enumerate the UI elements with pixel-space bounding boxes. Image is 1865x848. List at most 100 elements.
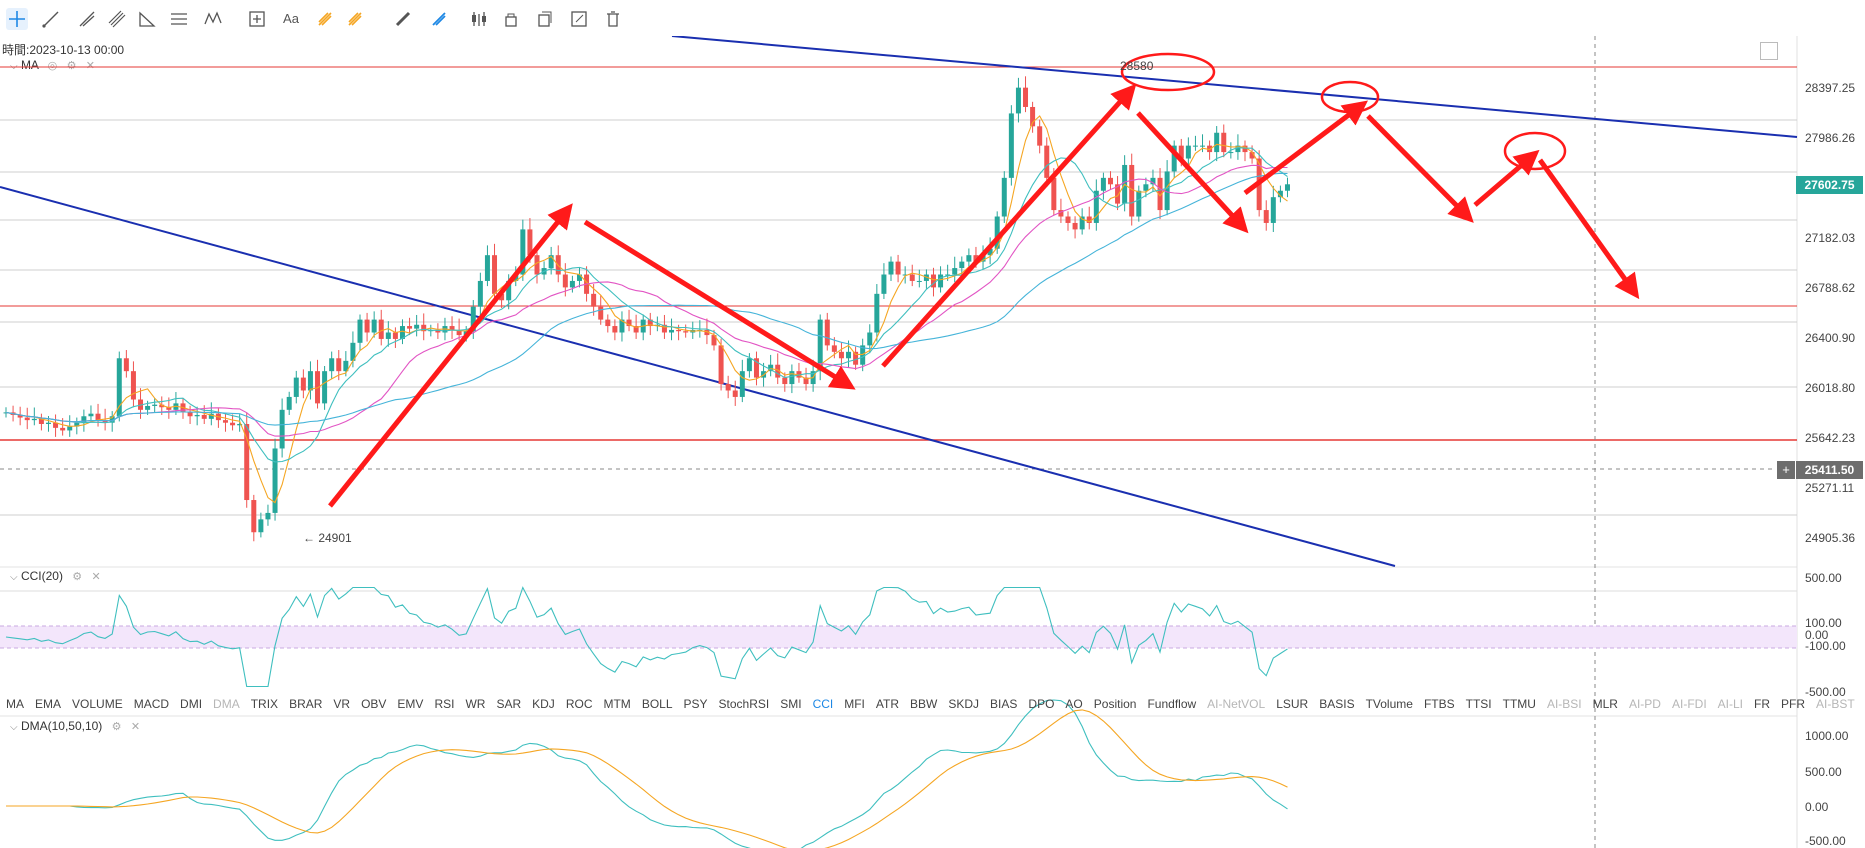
expand-icon[interactable] xyxy=(1760,42,1778,60)
indicator-tab-stochrsi[interactable]: StochRSI xyxy=(718,697,770,711)
indicator-tab-atr[interactable]: ATR xyxy=(875,697,900,711)
candle-body xyxy=(38,418,44,424)
candle-body xyxy=(1171,145,1177,172)
indicator-tab-cci[interactable]: CCI xyxy=(812,697,834,711)
indicator-tab-position[interactable]: Position xyxy=(1093,697,1137,711)
highlight-ellipse[interactable] xyxy=(1320,80,1380,114)
candles-icon[interactable] xyxy=(468,8,490,30)
close-icon[interactable]: ✕ xyxy=(85,60,96,72)
close-icon[interactable]: ✕ xyxy=(91,571,101,583)
indicator-tab-basis[interactable]: BASIS xyxy=(1319,697,1355,711)
upper-trendline[interactable] xyxy=(671,36,1798,138)
indicator-tab-ao[interactable]: AO xyxy=(1065,697,1083,711)
indicator-tab-ai-fdi[interactable]: AI-FDI xyxy=(1671,697,1707,711)
chevron-down-icon[interactable]: ⌵ xyxy=(10,722,18,733)
parallel-channel-icon[interactable] xyxy=(106,8,128,30)
indicator-tab-roc[interactable]: ROC xyxy=(565,697,593,711)
indicator-tab-ai-netvol[interactable]: AI-NetVOL xyxy=(1207,697,1266,711)
edit-icon[interactable] xyxy=(568,8,590,30)
ama-line xyxy=(6,709,1288,848)
indicator-tab-kdj[interactable]: KDJ xyxy=(532,697,555,711)
trend-arrow[interactable] xyxy=(1136,111,1249,234)
indicator-tab-brar[interactable]: BRAR xyxy=(289,697,323,711)
indicator-tab-ai-pd[interactable]: AI-PD xyxy=(1628,697,1661,711)
measure-icon[interactable] xyxy=(246,8,268,30)
indicator-tab-bias[interactable]: BIAS xyxy=(990,697,1018,711)
crosshair-icon[interactable] xyxy=(6,8,28,30)
indicator-tab-macd[interactable]: MACD xyxy=(133,697,170,711)
indicator-tab-wr[interactable]: WR xyxy=(465,697,486,711)
settings-icon[interactable]: ⚙ xyxy=(111,721,122,733)
add-alert-icon[interactable]: + xyxy=(1777,461,1795,479)
lock-icon[interactable] xyxy=(500,8,522,30)
indicator-tab-trix[interactable]: TRIX xyxy=(250,697,279,711)
indicator-tab-boll[interactable]: BOLL xyxy=(641,697,673,711)
indicator-tab-pfr[interactable]: PFR xyxy=(1781,697,1805,711)
indicator-tab-dpo[interactable]: DPO xyxy=(1028,697,1055,711)
candle-body xyxy=(895,261,901,275)
trend-arrow[interactable] xyxy=(1537,158,1640,300)
ruler-icon[interactable] xyxy=(392,8,414,30)
indicator-tab-volume[interactable]: VOLUME xyxy=(72,697,123,711)
trend-arrow[interactable] xyxy=(583,219,856,390)
indicator-tab-dmi[interactable]: DMI xyxy=(180,697,203,711)
chevron-down-icon[interactable]: ⌵ xyxy=(10,572,18,583)
indicator-tab-bbw[interactable]: BBW xyxy=(910,697,938,711)
trend-arrow[interactable] xyxy=(881,83,1137,368)
close-icon[interactable]: ✕ xyxy=(130,721,141,733)
candle-body xyxy=(293,377,299,397)
descending-trendline[interactable] xyxy=(0,186,1396,567)
indicator-tab-mtm[interactable]: MTM xyxy=(603,697,631,711)
indicator-tab-rsi[interactable]: RSI xyxy=(434,697,455,711)
indicator-tab-fundflow[interactable]: Fundflow xyxy=(1147,697,1197,711)
indicator-tab-dma[interactable]: DMA xyxy=(213,697,240,711)
ma5-line xyxy=(5,115,1288,504)
indicator-tab-ftbs[interactable]: FTBS xyxy=(1423,697,1455,711)
indicator-tab-ai-li[interactable]: AI-LI xyxy=(1717,697,1743,711)
trash-icon[interactable] xyxy=(602,8,624,30)
fib-retracement-icon[interactable] xyxy=(168,8,190,30)
visibility-icon[interactable]: ◎ xyxy=(47,60,58,72)
highlight-ellipse[interactable] xyxy=(1120,52,1216,92)
candle-body xyxy=(414,324,420,329)
price-chart[interactable]: 28580 ← 24901 28397.25 27986.26 27182.03 2678… xyxy=(0,36,1865,848)
indicator-tab-psy[interactable]: PSY xyxy=(683,697,708,711)
pencil-icon[interactable] xyxy=(428,8,450,30)
indicator-tab-vr[interactable]: VR xyxy=(333,697,351,711)
candle-body xyxy=(796,371,802,378)
indicator-tab-tvolume[interactable]: TVolume xyxy=(1365,697,1413,711)
copy-icon[interactable] xyxy=(534,8,556,30)
cci-indicator-label[interactable]: ⌵ CCI(20) ⚙ ✕ xyxy=(10,569,101,583)
indicator-tab-skdj[interactable]: SKDJ xyxy=(948,697,980,711)
indicator-tab-fr[interactable]: FR xyxy=(1754,697,1770,711)
indicator-tab-ttsi[interactable]: TTSI xyxy=(1465,697,1492,711)
highlight-ellipse[interactable] xyxy=(1503,131,1567,171)
trend-line-icon[interactable] xyxy=(40,8,62,30)
triangle-icon[interactable] xyxy=(136,8,158,30)
settings-icon[interactable]: ⚙ xyxy=(72,571,83,583)
indicator-tab-ema[interactable]: EMA xyxy=(35,697,62,711)
indicator-tab-ai-bst[interactable]: AI-BST xyxy=(1816,697,1855,711)
indicator-tab-ai-bsi[interactable]: AI-BSI xyxy=(1546,697,1582,711)
brush-icon[interactable] xyxy=(314,8,336,30)
indicator-tab-mfi[interactable]: MFI xyxy=(844,697,865,711)
eraser-icon[interactable] xyxy=(344,8,366,30)
indicator-tab-ma[interactable]: MA xyxy=(6,697,24,711)
trend-arrow[interactable] xyxy=(1243,100,1368,195)
text-icon[interactable]: Aa xyxy=(280,8,302,30)
indicator-tab-obv[interactable]: OBV xyxy=(361,697,387,711)
indicator-tab-mlr[interactable]: MLR xyxy=(1592,697,1618,711)
wave-icon[interactable] xyxy=(202,8,224,30)
trend-arrow[interactable] xyxy=(1473,149,1540,207)
dma-indicator-label[interactable]: ⌵ DMA(10,50,10) ⚙ ✕ xyxy=(10,719,140,733)
indicator-tab-lsur[interactable]: LSUR xyxy=(1276,697,1309,711)
trend-arrow[interactable] xyxy=(1366,114,1474,223)
ray-line-icon[interactable] xyxy=(76,8,98,30)
candle-body xyxy=(1192,145,1198,147)
settings-icon[interactable]: ⚙ xyxy=(66,60,77,72)
indicator-tab-emv[interactable]: EMV xyxy=(397,697,424,711)
indicator-tab-sar[interactable]: SAR xyxy=(496,697,522,711)
indicator-tab-ttmu[interactable]: TTMU xyxy=(1502,697,1536,711)
indicator-tab-smi[interactable]: SMI xyxy=(780,697,802,711)
trend-arrow[interactable] xyxy=(328,203,573,508)
